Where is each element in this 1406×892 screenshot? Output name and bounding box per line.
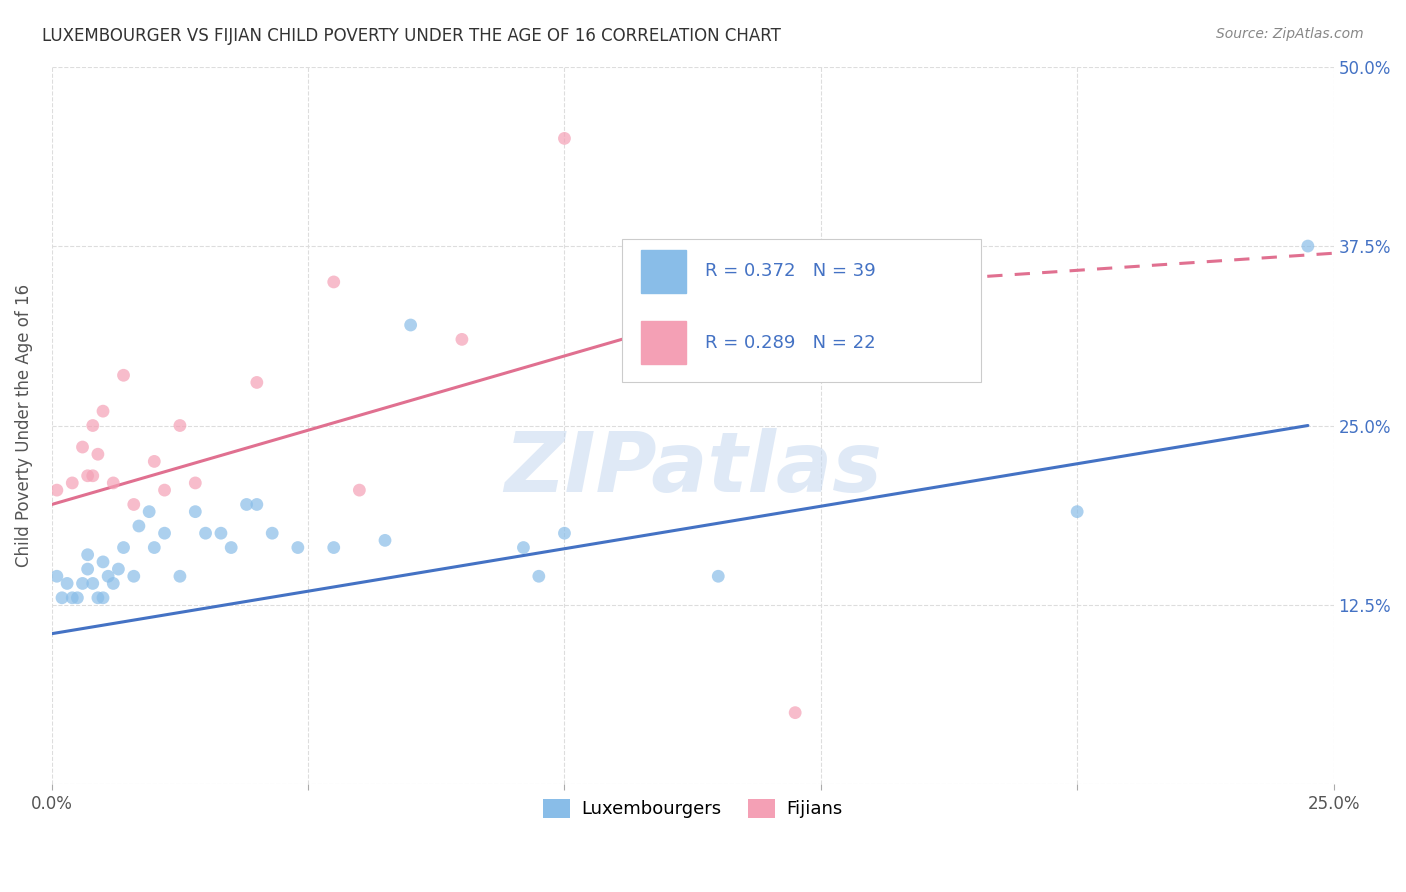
- Point: [184, 505, 207, 519]
- Point: [322, 541, 344, 555]
- Point: [51, 591, 73, 605]
- Point: [153, 526, 176, 541]
- Point: [82, 576, 104, 591]
- Point: [87, 447, 110, 461]
- Point: [246, 376, 269, 390]
- Point: [209, 526, 232, 541]
- Point: [76, 548, 98, 562]
- Point: [128, 519, 150, 533]
- Bar: [641, 321, 686, 365]
- Point: [262, 526, 284, 541]
- Point: [76, 562, 98, 576]
- Point: [219, 541, 242, 555]
- Point: [707, 569, 730, 583]
- Point: [91, 591, 114, 605]
- Point: [184, 475, 207, 490]
- Point: [246, 498, 269, 512]
- Point: [56, 576, 79, 591]
- Point: [45, 569, 67, 583]
- Point: [45, 483, 67, 497]
- Point: [1296, 239, 1319, 253]
- Point: [785, 706, 807, 720]
- Y-axis label: Child Poverty Under the Age of 16: Child Poverty Under the Age of 16: [15, 284, 32, 567]
- Point: [138, 505, 160, 519]
- Legend: Luxembourgers, Fijians: Luxembourgers, Fijians: [536, 792, 849, 826]
- Point: [112, 541, 135, 555]
- Point: [76, 468, 98, 483]
- Point: [512, 541, 534, 555]
- Point: [374, 533, 396, 548]
- Point: [169, 418, 191, 433]
- Point: [82, 418, 104, 433]
- Point: [103, 576, 125, 591]
- Point: [66, 591, 89, 605]
- Point: [1066, 505, 1088, 519]
- Point: [143, 541, 166, 555]
- Point: [399, 318, 422, 332]
- Point: [103, 475, 125, 490]
- Point: [143, 454, 166, 468]
- Point: [322, 275, 344, 289]
- Point: [72, 440, 94, 454]
- Point: [97, 569, 120, 583]
- Point: [91, 555, 114, 569]
- Point: [91, 404, 114, 418]
- Text: R = 0.372   N = 39: R = 0.372 N = 39: [706, 262, 876, 280]
- Point: [153, 483, 176, 497]
- Point: [169, 569, 191, 583]
- Point: [963, 340, 986, 354]
- Point: [72, 576, 94, 591]
- Point: [107, 562, 129, 576]
- Point: [527, 569, 550, 583]
- Text: Source: ZipAtlas.com: Source: ZipAtlas.com: [1216, 27, 1364, 41]
- Point: [82, 468, 104, 483]
- Point: [112, 368, 135, 383]
- Point: [122, 569, 145, 583]
- Point: [287, 541, 309, 555]
- Point: [122, 498, 145, 512]
- Point: [235, 498, 257, 512]
- FancyBboxPatch shape: [621, 239, 981, 383]
- Point: [60, 475, 83, 490]
- Point: [87, 591, 110, 605]
- Text: R = 0.289   N = 22: R = 0.289 N = 22: [706, 334, 876, 352]
- Bar: [641, 250, 686, 293]
- Point: [60, 591, 83, 605]
- Point: [194, 526, 217, 541]
- Text: LUXEMBOURGER VS FIJIAN CHILD POVERTY UNDER THE AGE OF 16 CORRELATION CHART: LUXEMBOURGER VS FIJIAN CHILD POVERTY UND…: [42, 27, 782, 45]
- Point: [451, 332, 474, 346]
- Point: [553, 526, 575, 541]
- Point: [553, 131, 575, 145]
- Text: ZIPatlas: ZIPatlas: [503, 428, 882, 509]
- Point: [349, 483, 371, 497]
